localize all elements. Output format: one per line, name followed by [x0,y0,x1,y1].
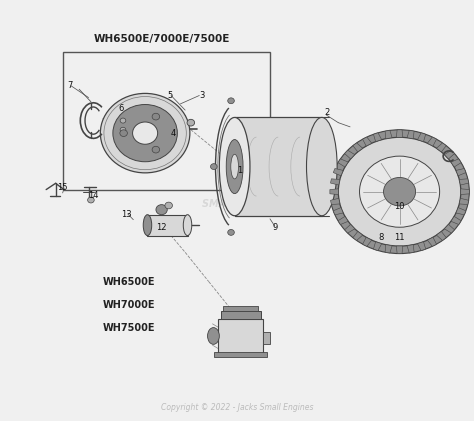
Polygon shape [444,224,455,233]
Bar [214,352,267,357]
Text: 14: 14 [88,192,99,200]
Text: 7: 7 [67,80,73,90]
Text: 8: 8 [378,233,383,242]
Polygon shape [456,168,466,176]
Text: Copyright © 2022 - Jacks Small Engines: Copyright © 2022 - Jacks Small Engines [161,402,313,412]
Polygon shape [437,232,446,240]
Circle shape [156,205,167,215]
Polygon shape [330,198,340,205]
Text: SMALL ENGINES: SMALL ENGINES [202,199,291,209]
Circle shape [165,202,173,209]
Polygon shape [353,232,363,240]
Ellipse shape [231,155,238,179]
Polygon shape [428,237,437,246]
Polygon shape [363,237,372,246]
Circle shape [338,137,461,246]
Polygon shape [459,179,469,185]
Circle shape [359,156,439,227]
Polygon shape [374,133,382,141]
Bar [220,311,261,319]
Polygon shape [451,216,461,224]
Polygon shape [396,246,403,253]
Polygon shape [330,189,338,195]
Polygon shape [407,131,414,139]
Circle shape [152,147,160,153]
Polygon shape [428,137,437,146]
Bar [223,306,258,311]
Polygon shape [396,130,403,137]
Circle shape [152,113,160,120]
Text: 5: 5 [167,91,173,100]
Ellipse shape [307,117,337,216]
Text: 6: 6 [119,104,124,112]
Ellipse shape [208,328,219,344]
Polygon shape [345,150,355,159]
Bar [218,319,263,353]
Text: 15: 15 [57,183,68,192]
Polygon shape [353,143,363,152]
Polygon shape [407,245,414,253]
Text: WH7000E: WH7000E [102,300,155,309]
Circle shape [120,130,128,136]
Polygon shape [418,133,426,141]
Bar [63,52,270,189]
Polygon shape [363,137,372,146]
Text: 4: 4 [171,129,176,138]
Text: 3: 3 [199,91,204,100]
Polygon shape [338,159,348,167]
Circle shape [133,122,158,144]
Circle shape [383,178,416,206]
Text: 12: 12 [156,223,167,232]
Text: 9: 9 [272,223,277,232]
Circle shape [210,164,217,170]
Text: JACKS: JACKS [222,178,271,193]
Text: 2: 2 [324,108,329,117]
Text: 10: 10 [394,202,405,211]
Circle shape [187,119,195,126]
Ellipse shape [226,139,243,194]
Polygon shape [333,208,343,215]
Circle shape [330,130,469,253]
Polygon shape [437,143,446,152]
Bar [235,117,322,216]
Polygon shape [451,159,461,167]
Circle shape [120,127,126,132]
Polygon shape [374,242,382,250]
Text: 11: 11 [394,233,405,242]
Circle shape [228,229,234,235]
Polygon shape [333,168,343,176]
Ellipse shape [219,117,250,216]
Polygon shape [330,179,340,185]
Polygon shape [459,198,469,205]
Bar [147,215,188,236]
Text: 13: 13 [121,210,132,219]
Ellipse shape [183,215,192,236]
Polygon shape [345,224,355,233]
Text: WH7500E: WH7500E [102,322,155,333]
Polygon shape [418,242,426,250]
Polygon shape [385,131,392,139]
Text: WH6500E: WH6500E [102,277,155,287]
Circle shape [228,98,234,104]
Circle shape [120,118,126,123]
Circle shape [113,104,177,162]
Circle shape [100,93,190,173]
Bar [263,332,270,344]
Polygon shape [444,150,455,159]
Polygon shape [385,245,392,253]
Text: 1: 1 [237,166,242,175]
Polygon shape [456,208,466,215]
Polygon shape [461,189,469,195]
Polygon shape [338,216,348,224]
Ellipse shape [143,215,152,236]
Text: WH6500E/7000E/7500E: WH6500E/7000E/7500E [93,34,230,44]
Circle shape [88,197,94,203]
